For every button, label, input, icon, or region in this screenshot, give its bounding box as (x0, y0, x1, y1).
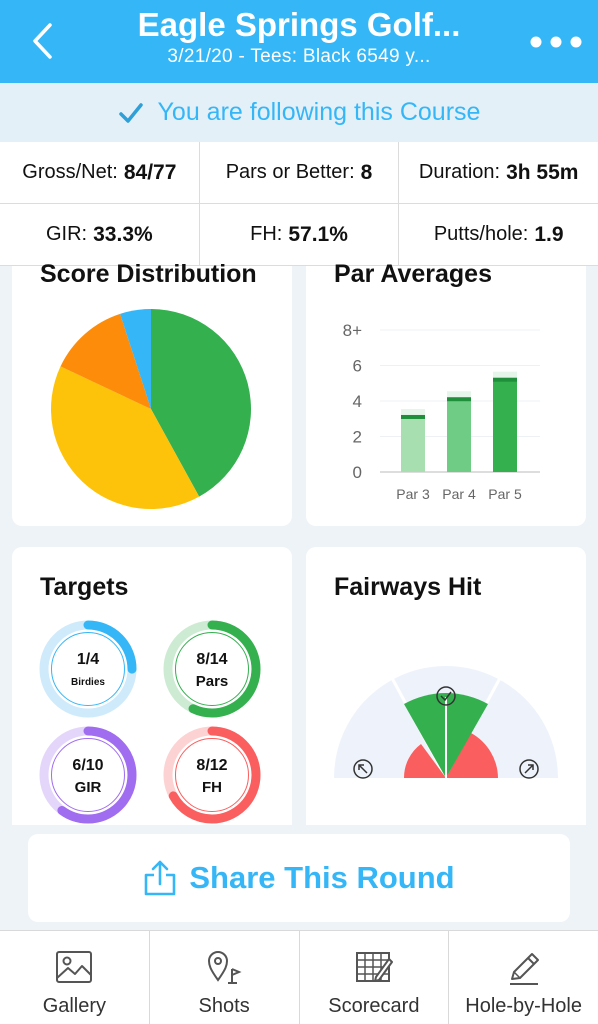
target-ring-birdies[interactable]: 1/4 Birdies (38, 619, 138, 719)
stat-label: Pars or Better: (225, 161, 355, 183)
bar-par-4 (447, 399, 471, 472)
follow-banner[interactable]: You are following this Course (0, 83, 598, 142)
y-tick-label: 4 (353, 392, 362, 411)
stat-value: 1.9 (534, 222, 564, 246)
par-averages-chart: 0 2 4 6 8+ Par 3 Par 4 Par 5 (343, 321, 540, 502)
share-icon (145, 860, 176, 896)
tab-hole-by-hole[interactable]: Hole-by-Hole (449, 931, 598, 1024)
share-label: Share This Round (189, 860, 455, 895)
y-tick-label: 2 (353, 428, 362, 447)
stat-putts: Putts/hole: 1.9 (399, 204, 598, 265)
ring-graphic (163, 620, 261, 718)
par-averages-title: Par Averages (334, 260, 492, 288)
target-ring-gir[interactable]: 6/10 GIR (38, 725, 138, 825)
round-subtitle: 3/21/20 - Tees: Black 6549 y... (167, 46, 431, 67)
tab-scorecard[interactable]: Scorecard (300, 931, 450, 1024)
y-tick-label: 0 (353, 463, 362, 482)
top-header: Eagle Springs Golf... 3/21/20 - Tees: Bl… (0, 0, 598, 83)
x-tick-label: Par 3 (396, 486, 430, 502)
ring-label: GIR (74, 779, 102, 796)
stat-value: 33.3% (93, 222, 153, 246)
ring-value: 8/14 (196, 651, 228, 668)
missed-right-icon (519, 759, 539, 779)
ring-label: Birdies (71, 677, 105, 688)
score-distribution-card[interactable]: Score Distribution (12, 260, 292, 526)
ring-graphic (39, 620, 137, 718)
stat-label: Gross/Net: (22, 161, 118, 183)
stat-gross-net: Gross/Net: 84/77 (0, 142, 200, 203)
follow-text: You are following this Course (157, 98, 481, 126)
ring-value: 1/4 (76, 651, 100, 668)
bar-cap (447, 391, 471, 400)
tab-gallery[interactable]: Gallery (0, 931, 150, 1024)
x-tick-label: Par 4 (442, 486, 476, 502)
stat-label: Duration: (418, 161, 501, 183)
tab-shots[interactable]: Shots (150, 931, 300, 1024)
tab-label: Shots (198, 995, 250, 1017)
stat-duration: Duration: 3h 55m (399, 142, 598, 203)
bar-cap (401, 408, 425, 417)
pie-slice-2 (60, 313, 151, 409)
fairways-hit-gauge (334, 666, 558, 779)
score-distribution-title: Score Distribution (40, 260, 257, 288)
stat-value: 84/77 (123, 160, 177, 184)
pencil-icon (509, 953, 539, 985)
fairways-hit-title: Fairways Hit (334, 573, 482, 601)
scorecard-icon (355, 952, 393, 982)
stat-label: FH: (250, 223, 283, 245)
stat-pars-or-better: Pars or Better: 8 (200, 142, 400, 203)
round-stats: Gross/Net: 84/77 Pars or Better: 8 Duratio… (0, 142, 598, 266)
bottom-tab-bar: Gallery Shots Scorecard (0, 930, 598, 1024)
ring-graphic (163, 726, 261, 824)
bar-par-3 (401, 416, 425, 472)
course-title: Eagle Springs Golf... (137, 6, 461, 43)
targets-card[interactable]: Targets 1/4 Birdies 8/14 Pars 6/10 GIR 8/12 FH (12, 547, 292, 825)
bar-cap (493, 371, 517, 380)
par-averages-card[interactable]: Par Averages 0 2 4 6 8+ Par 3 Par 4 Par 5 (306, 260, 586, 526)
stat-fh: FH: 57.1% (200, 204, 400, 265)
bar-average-line (401, 414, 425, 419)
more-options-icon[interactable] (528, 30, 584, 54)
fairways-hit-card[interactable]: Fairways Hit (306, 547, 586, 825)
ring-label: Pars (195, 673, 229, 690)
bar-par-5 (493, 379, 517, 472)
image-icon (56, 951, 93, 983)
targets-title: Targets (40, 573, 129, 601)
pie-slice-1 (51, 366, 200, 509)
pie-slice-3 (120, 309, 151, 409)
stat-label: GIR: (46, 223, 88, 245)
target-ring-fh[interactable]: 8/12 FH (162, 725, 262, 825)
y-tick-label: 6 (353, 357, 362, 376)
stat-label: Putts/hole: (433, 223, 529, 245)
bar-average-line (447, 397, 471, 402)
bar-average-line (493, 377, 517, 382)
stat-gir: GIR: 33.3% (0, 204, 200, 265)
share-round-button[interactable]: Share This Round (28, 834, 570, 922)
pin-flag-icon (208, 951, 242, 984)
stat-value: 57.1% (288, 222, 348, 246)
back-chevron-icon[interactable] (26, 16, 60, 66)
ring-value: 6/10 (72, 757, 104, 774)
missed-left-icon (353, 759, 373, 779)
target-ring-pars[interactable]: 8/14 Pars (162, 619, 262, 719)
y-tick-label: 8+ (343, 321, 362, 340)
score-distribution-pie (51, 309, 251, 509)
ring-graphic (39, 726, 137, 824)
pie-slice-0 (151, 309, 251, 497)
x-tick-label: Par 5 (488, 486, 522, 502)
tab-label: Scorecard (328, 995, 420, 1017)
tab-label: Gallery (42, 995, 107, 1017)
ring-value: 8/12 (196, 757, 228, 774)
checkmark-icon (118, 102, 143, 123)
stat-value: 3h 55m (506, 160, 579, 184)
tab-label: Hole-by-Hole (465, 995, 582, 1017)
stat-value: 8 (360, 160, 373, 184)
fairway-hit-icon (436, 686, 456, 706)
ring-label: FH (202, 779, 222, 796)
